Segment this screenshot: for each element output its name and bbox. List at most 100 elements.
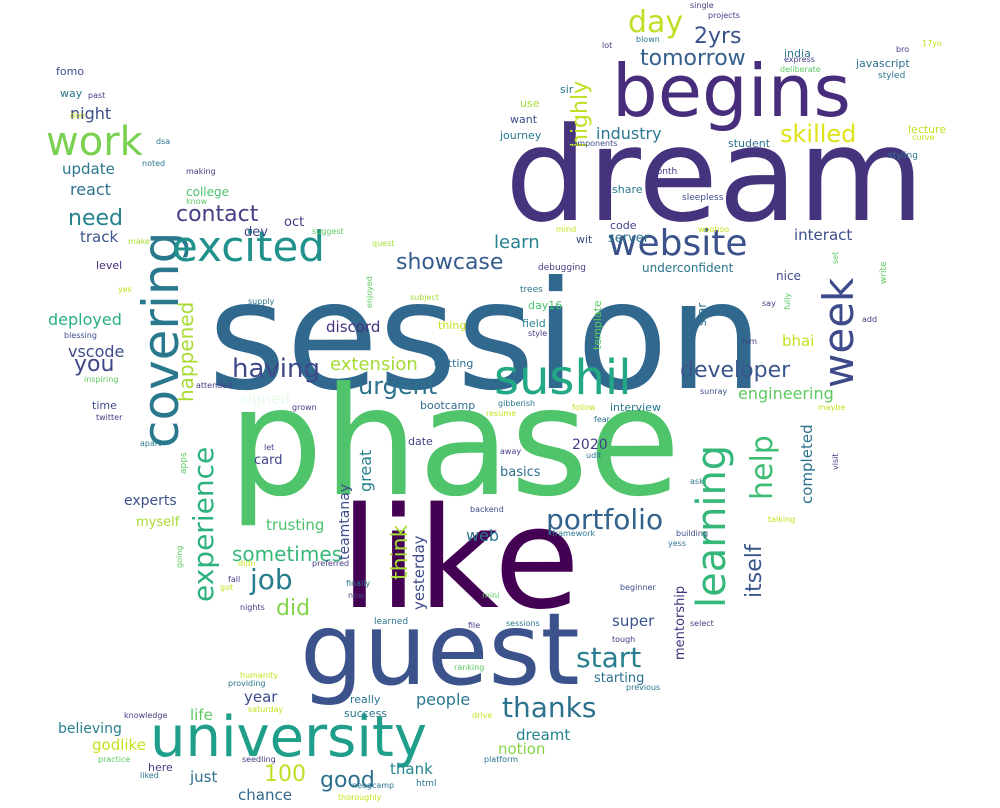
word-showcase: showcase [396,250,504,275]
word-practice: practice [98,755,131,764]
word-grown: grown [292,403,317,412]
word-begins: begins [612,49,851,133]
word-curve: curve [912,133,935,142]
word-fear: fear [594,415,610,424]
word-portfolio: portfolio [546,503,664,536]
word-trusting: trusting [266,516,325,534]
word-blown: blown [636,35,660,44]
word-thoroughly: thoroughly [338,793,382,802]
word-want: want [510,113,538,126]
word-react: react [70,180,111,199]
word-did: did [276,596,311,621]
word-components: components [568,139,618,148]
word-week: week [814,277,863,388]
word-vscode: vscode [68,342,125,361]
word-super: super [612,612,655,630]
word-inspiring: inspiring [84,375,119,384]
word-sometimes: sometimes [232,542,343,566]
word-level: level [96,259,123,272]
word-wit: wit [576,233,593,246]
word-extension: extension [330,354,418,375]
word-styled: styled [878,71,906,81]
word-tough: tough [612,635,636,644]
word-day: day [628,5,684,40]
word-away: away [500,447,522,456]
word-track: track [80,228,119,246]
word-update: update [62,160,115,178]
word-here: here [148,761,173,774]
word-say: say [762,299,776,308]
word-deliberate: deliberate [780,65,821,74]
word-interview: interview [610,401,661,414]
word-2yrs: 2yrs [694,24,742,49]
word-previous: previous [626,683,661,692]
word-india: india [784,47,811,60]
word-thing: thing [438,319,467,332]
word-college: college [186,185,229,199]
word-fall: fall [228,575,241,584]
word-select: select [690,619,714,628]
word-star: star [695,302,709,326]
word-skilled: skilled [780,120,857,148]
word-debugging: debugging [538,263,587,273]
word-session: session [208,250,764,424]
word-mini: mini [482,591,500,600]
word-bhai: bhai [782,332,815,350]
word-2020: 2020 [572,437,608,453]
word-know: know [186,197,208,206]
word-javascript: javascript [856,57,910,70]
word-platform: platform [484,755,518,764]
word-woohoo: woohoo [698,225,730,234]
word-card: card [254,453,283,468]
word-thank: thank [390,760,433,778]
word-signed: signed [240,390,290,408]
word-suggest: suggest [312,227,344,236]
word-fomo: fomo [56,65,85,78]
word-share: share [612,183,643,196]
word-bro: bro [896,45,910,54]
word-knowledge: knowledge [124,711,168,720]
word-sleepless: sleepless [682,193,724,203]
word-twitter: twitter [96,413,123,422]
word-dsa: dsa [156,137,171,146]
word-itself: itself [742,544,767,598]
word-attended: attended [196,381,233,390]
word-getting: getting [434,357,474,370]
word-notion: notion [498,740,546,758]
word-html: html [416,779,437,789]
word-make: make [128,237,150,246]
word-lot: lot [602,41,613,50]
word-udit: udit [586,451,602,460]
word-need: need [68,206,123,231]
word-university: university [150,705,427,770]
word-backend: backend [470,505,504,514]
word-yess: yess [668,539,686,548]
word-making: making [186,167,216,176]
word-experience: experience [187,446,220,602]
word-month: month [648,167,678,177]
word-preferred: preferred [312,559,350,568]
word-underconfident: underconfident [642,261,734,275]
word-ranking: ranking [454,663,485,672]
word-guest: guest [300,591,580,708]
word-let: let [264,443,275,452]
word-maybe: maybe [818,403,846,412]
word-start: start [576,641,642,674]
word-having: having [232,354,321,384]
word-building: building [676,529,709,538]
word-gibberish: gibberish [498,399,536,408]
word-student: student [728,137,771,150]
word-subject: subject [410,293,439,302]
word-date: date [408,435,433,448]
word-starting: starting [594,671,645,686]
word-way: way [60,87,83,100]
word-success: success [344,707,388,720]
word-visit: visit [831,453,840,470]
word-life: life [190,706,213,724]
word-humanity: humanity [240,671,278,680]
word-code: code [610,219,637,232]
word-really: really [350,693,381,706]
word-apps: apps [179,452,189,474]
word-engineering: engineering [738,384,834,403]
